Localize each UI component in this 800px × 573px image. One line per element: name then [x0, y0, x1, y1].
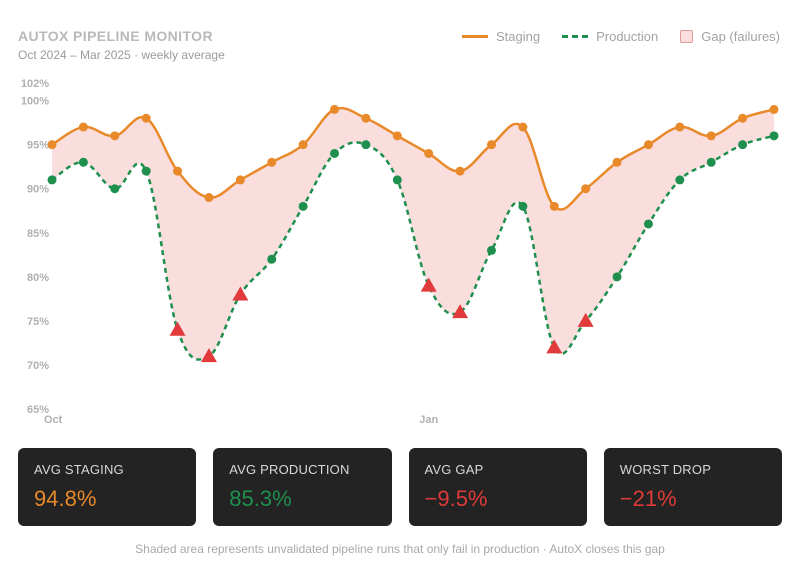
- legend-label-production: Production: [596, 29, 659, 44]
- y-tick-label: 80%: [27, 272, 49, 284]
- card-value: 85.3%: [229, 486, 292, 511]
- failure-marker: [200, 348, 217, 363]
- card-avg-gap: AVG GAP −9.5%: [408, 448, 587, 526]
- data-point-production: [267, 254, 277, 264]
- card-label: AVG PRODUCTION: [229, 462, 350, 477]
- data-point-production: [486, 245, 496, 255]
- data-point-staging: [706, 131, 716, 141]
- summary-cards: AVG STAGING 94.8% AVG PRODUCTION 85.3% A…: [18, 448, 782, 526]
- data-point-staging: [738, 113, 748, 123]
- data-point-staging: [643, 140, 653, 150]
- data-point-production: [78, 157, 88, 167]
- y-tick-label: 100%: [21, 96, 49, 108]
- card-label: AVG STAGING: [34, 462, 124, 477]
- data-point-staging: [361, 113, 371, 123]
- legend-label-gap: Gap (failures): [701, 29, 780, 44]
- data-point-production: [706, 157, 716, 167]
- data-point-staging: [675, 122, 685, 132]
- data-point-staging: [424, 148, 434, 158]
- data-point-production: [330, 148, 340, 158]
- data-point-production: [392, 175, 402, 185]
- y-tick-label: 95%: [27, 140, 49, 152]
- legend-item-gap: Gap (failures): [680, 29, 780, 44]
- y-tick-label: 90%: [27, 184, 49, 196]
- data-point-production: [298, 201, 308, 211]
- data-point-staging: [173, 166, 183, 176]
- card-avg-staging: AVG STAGING 94.8%: [18, 448, 197, 526]
- data-point-staging: [455, 166, 465, 176]
- data-point-production: [612, 272, 622, 282]
- legend-label-staging: Staging: [496, 29, 541, 44]
- card-value: −21%: [619, 486, 677, 511]
- failure-marker: [169, 321, 186, 336]
- data-point-production: [141, 166, 151, 176]
- data-point-production: [769, 131, 779, 141]
- data-point-staging: [581, 184, 591, 194]
- data-point-staging: [298, 140, 308, 150]
- card-value: 94.8%: [34, 486, 97, 511]
- data-point-staging: [204, 193, 214, 203]
- data-point-staging: [612, 157, 622, 167]
- card-avg-production: AVG PRODUCTION 85.3%: [213, 448, 392, 526]
- y-tick-label: 70%: [27, 360, 49, 372]
- data-point-staging: [330, 104, 340, 114]
- card-label: AVG GAP: [424, 462, 484, 477]
- data-point-staging: [392, 131, 402, 141]
- failure-marker: [546, 339, 563, 354]
- data-point-production: [110, 184, 120, 194]
- footnote: Shaded area represents unvalidated pipel…: [135, 542, 665, 556]
- chart-subtitle: Oct 2024 – Mar 2025 · weekly average: [18, 48, 225, 62]
- data-point-production: [47, 175, 57, 185]
- card-label: WORST DROP: [619, 462, 712, 477]
- data-point-staging: [47, 140, 57, 150]
- y-tick-label: 102%: [21, 78, 49, 90]
- series-line-production: [51, 134, 775, 361]
- y-tick-label: 75%: [27, 316, 49, 328]
- data-point-staging: [769, 104, 779, 114]
- chart-title: AUTOX PIPELINE MONITOR: [18, 28, 213, 44]
- gap-area: [52, 108, 774, 360]
- legend-item-production: Production: [562, 29, 658, 44]
- data-point-production: [518, 201, 528, 211]
- y-tick-label: 85%: [27, 228, 49, 240]
- failure-marker: [232, 286, 249, 301]
- legend-swatch-production: [562, 35, 589, 38]
- data-point-staging: [78, 122, 88, 132]
- data-point-production: [361, 140, 371, 150]
- data-point-staging: [141, 113, 151, 123]
- data-point-production: [643, 219, 653, 229]
- data-point-staging: [518, 122, 528, 132]
- data-point-production: [738, 140, 748, 150]
- legend: Staging Production Gap (failures): [462, 29, 780, 44]
- legend-swatch-gap: [680, 30, 694, 43]
- data-point-staging: [110, 131, 120, 141]
- data-point-staging: [235, 175, 245, 185]
- x-tick-label: Oct: [44, 414, 63, 426]
- chart-plot: 102% 100% 95% 90% 85% 80% 75% 70% 65%Oct Jan: [21, 78, 779, 426]
- x-tick-label: Jan: [419, 414, 438, 426]
- data-point-staging: [549, 201, 559, 211]
- data-point-staging: [486, 140, 496, 150]
- data-point-staging: [267, 157, 277, 167]
- failure-marker: [420, 277, 437, 292]
- failure-marker: [452, 304, 469, 319]
- failure-marker: [577, 312, 594, 327]
- card-worst-drop: WORST DROP −21%: [603, 448, 782, 526]
- y-tick-label: 65%: [27, 404, 49, 416]
- legend-swatch-staging: [462, 35, 488, 38]
- card-value: −9.5%: [424, 486, 488, 511]
- data-point-production: [675, 175, 685, 185]
- legend-item-staging: Staging: [462, 29, 540, 44]
